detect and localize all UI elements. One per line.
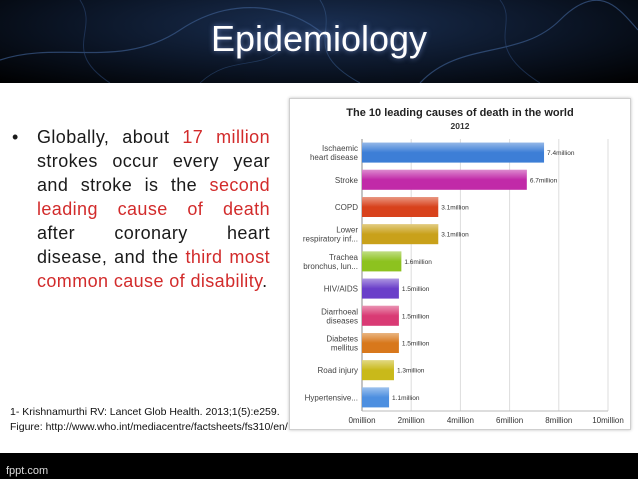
bar-value-label: 1.1million bbox=[392, 395, 420, 402]
bar-shine bbox=[362, 387, 390, 408]
category-label: Road injury bbox=[318, 366, 358, 375]
bar-shine bbox=[362, 169, 527, 190]
bullet-segment: . bbox=[262, 271, 268, 291]
bar-value-label: 3.1million bbox=[441, 205, 469, 212]
bullet-highlight: 17 million bbox=[182, 127, 270, 147]
x-tick-label: 4million bbox=[447, 416, 474, 425]
category-label: HIV/AIDS bbox=[324, 285, 358, 294]
category-label: Stroke bbox=[335, 176, 359, 185]
category-label: Diarrhoeal bbox=[321, 307, 358, 316]
chart-panel: The 10 leading causes of death in the wo… bbox=[289, 98, 631, 430]
bar-value-label: 7.4million bbox=[547, 150, 575, 157]
x-tick-label: 0million bbox=[348, 416, 375, 425]
bar-value-label: 6.7million bbox=[530, 177, 558, 184]
category-label: Diabetes bbox=[326, 335, 358, 344]
bar-shine bbox=[362, 333, 399, 353]
bullet-dot: • bbox=[12, 127, 19, 147]
bullet-highlight: second leading cause of death bbox=[37, 175, 270, 219]
x-tick-label: 6million bbox=[496, 416, 523, 425]
category-label: heart disease bbox=[310, 153, 359, 162]
category-label: respiratory inf... bbox=[303, 235, 358, 244]
bullet-segment: Globally, about bbox=[37, 127, 183, 147]
category-label: bronchus, lun... bbox=[303, 262, 358, 271]
category-label: mellitus bbox=[331, 344, 358, 353]
bar-shine bbox=[362, 360, 394, 381]
bar-value-label: 1.5million bbox=[402, 341, 430, 348]
category-label: Hypertensive... bbox=[305, 393, 358, 402]
bar-shine bbox=[362, 224, 439, 245]
slide-content: • Globally, about 17 million strokes occ… bbox=[0, 83, 638, 453]
bar-shine bbox=[362, 251, 402, 272]
category-label: diseases bbox=[326, 316, 358, 325]
footer-bar: fppt.com bbox=[0, 453, 638, 479]
bullet-segment: strokes occur every year and stroke is t… bbox=[37, 151, 270, 195]
x-tick-label: 8million bbox=[545, 416, 572, 425]
references: 1- Krishnamurthi RV: Lancet Glob Health.… bbox=[10, 405, 288, 435]
category-label: COPD bbox=[335, 203, 358, 212]
title-banner: Epidemiology bbox=[0, 0, 638, 83]
reference-1: 1- Krishnamurthi RV: Lancet Glob Health.… bbox=[10, 406, 280, 418]
category-label: Ischaemic bbox=[322, 144, 358, 153]
decorative-veins bbox=[0, 0, 638, 83]
slide-title: Epidemiology bbox=[210, 18, 428, 59]
category-label: Lower bbox=[336, 226, 358, 235]
bar-shine bbox=[362, 142, 545, 163]
bar-value-label: 1.6million bbox=[404, 259, 432, 266]
bar-value-label: 1.5million bbox=[402, 313, 430, 320]
bar-shine bbox=[362, 305, 399, 326]
chart-subtitle: 2012 bbox=[450, 121, 470, 131]
reference-2: Figure: http://www.who.int/mediacentre/f… bbox=[10, 421, 288, 433]
bullet-point: • Globally, about 17 million strokes occ… bbox=[12, 125, 270, 293]
bar-value-label: 1.5million bbox=[402, 286, 430, 293]
bar-value-label: 3.1million bbox=[441, 232, 469, 239]
chart-title: The 10 leading causes of death in the wo… bbox=[346, 107, 574, 119]
bullet-highlight: third most common cause of disability bbox=[37, 247, 270, 291]
x-tick-label: 2million bbox=[398, 416, 425, 425]
bullet-text: Globally, about 17 million strokes occur… bbox=[37, 125, 270, 293]
brand-label: fppt.com bbox=[6, 465, 49, 477]
bar-chart: 0million 2million 4million 6million 8million… bbox=[303, 139, 624, 425]
bullet-segment: after coronary heart disease, and the bbox=[37, 223, 270, 267]
bar-shine bbox=[362, 197, 439, 217]
category-label: Trachea bbox=[329, 253, 359, 262]
bar-shine bbox=[362, 278, 399, 299]
x-tick-label: 10million bbox=[592, 416, 624, 425]
bar-value-label: 1.3million bbox=[397, 368, 425, 375]
